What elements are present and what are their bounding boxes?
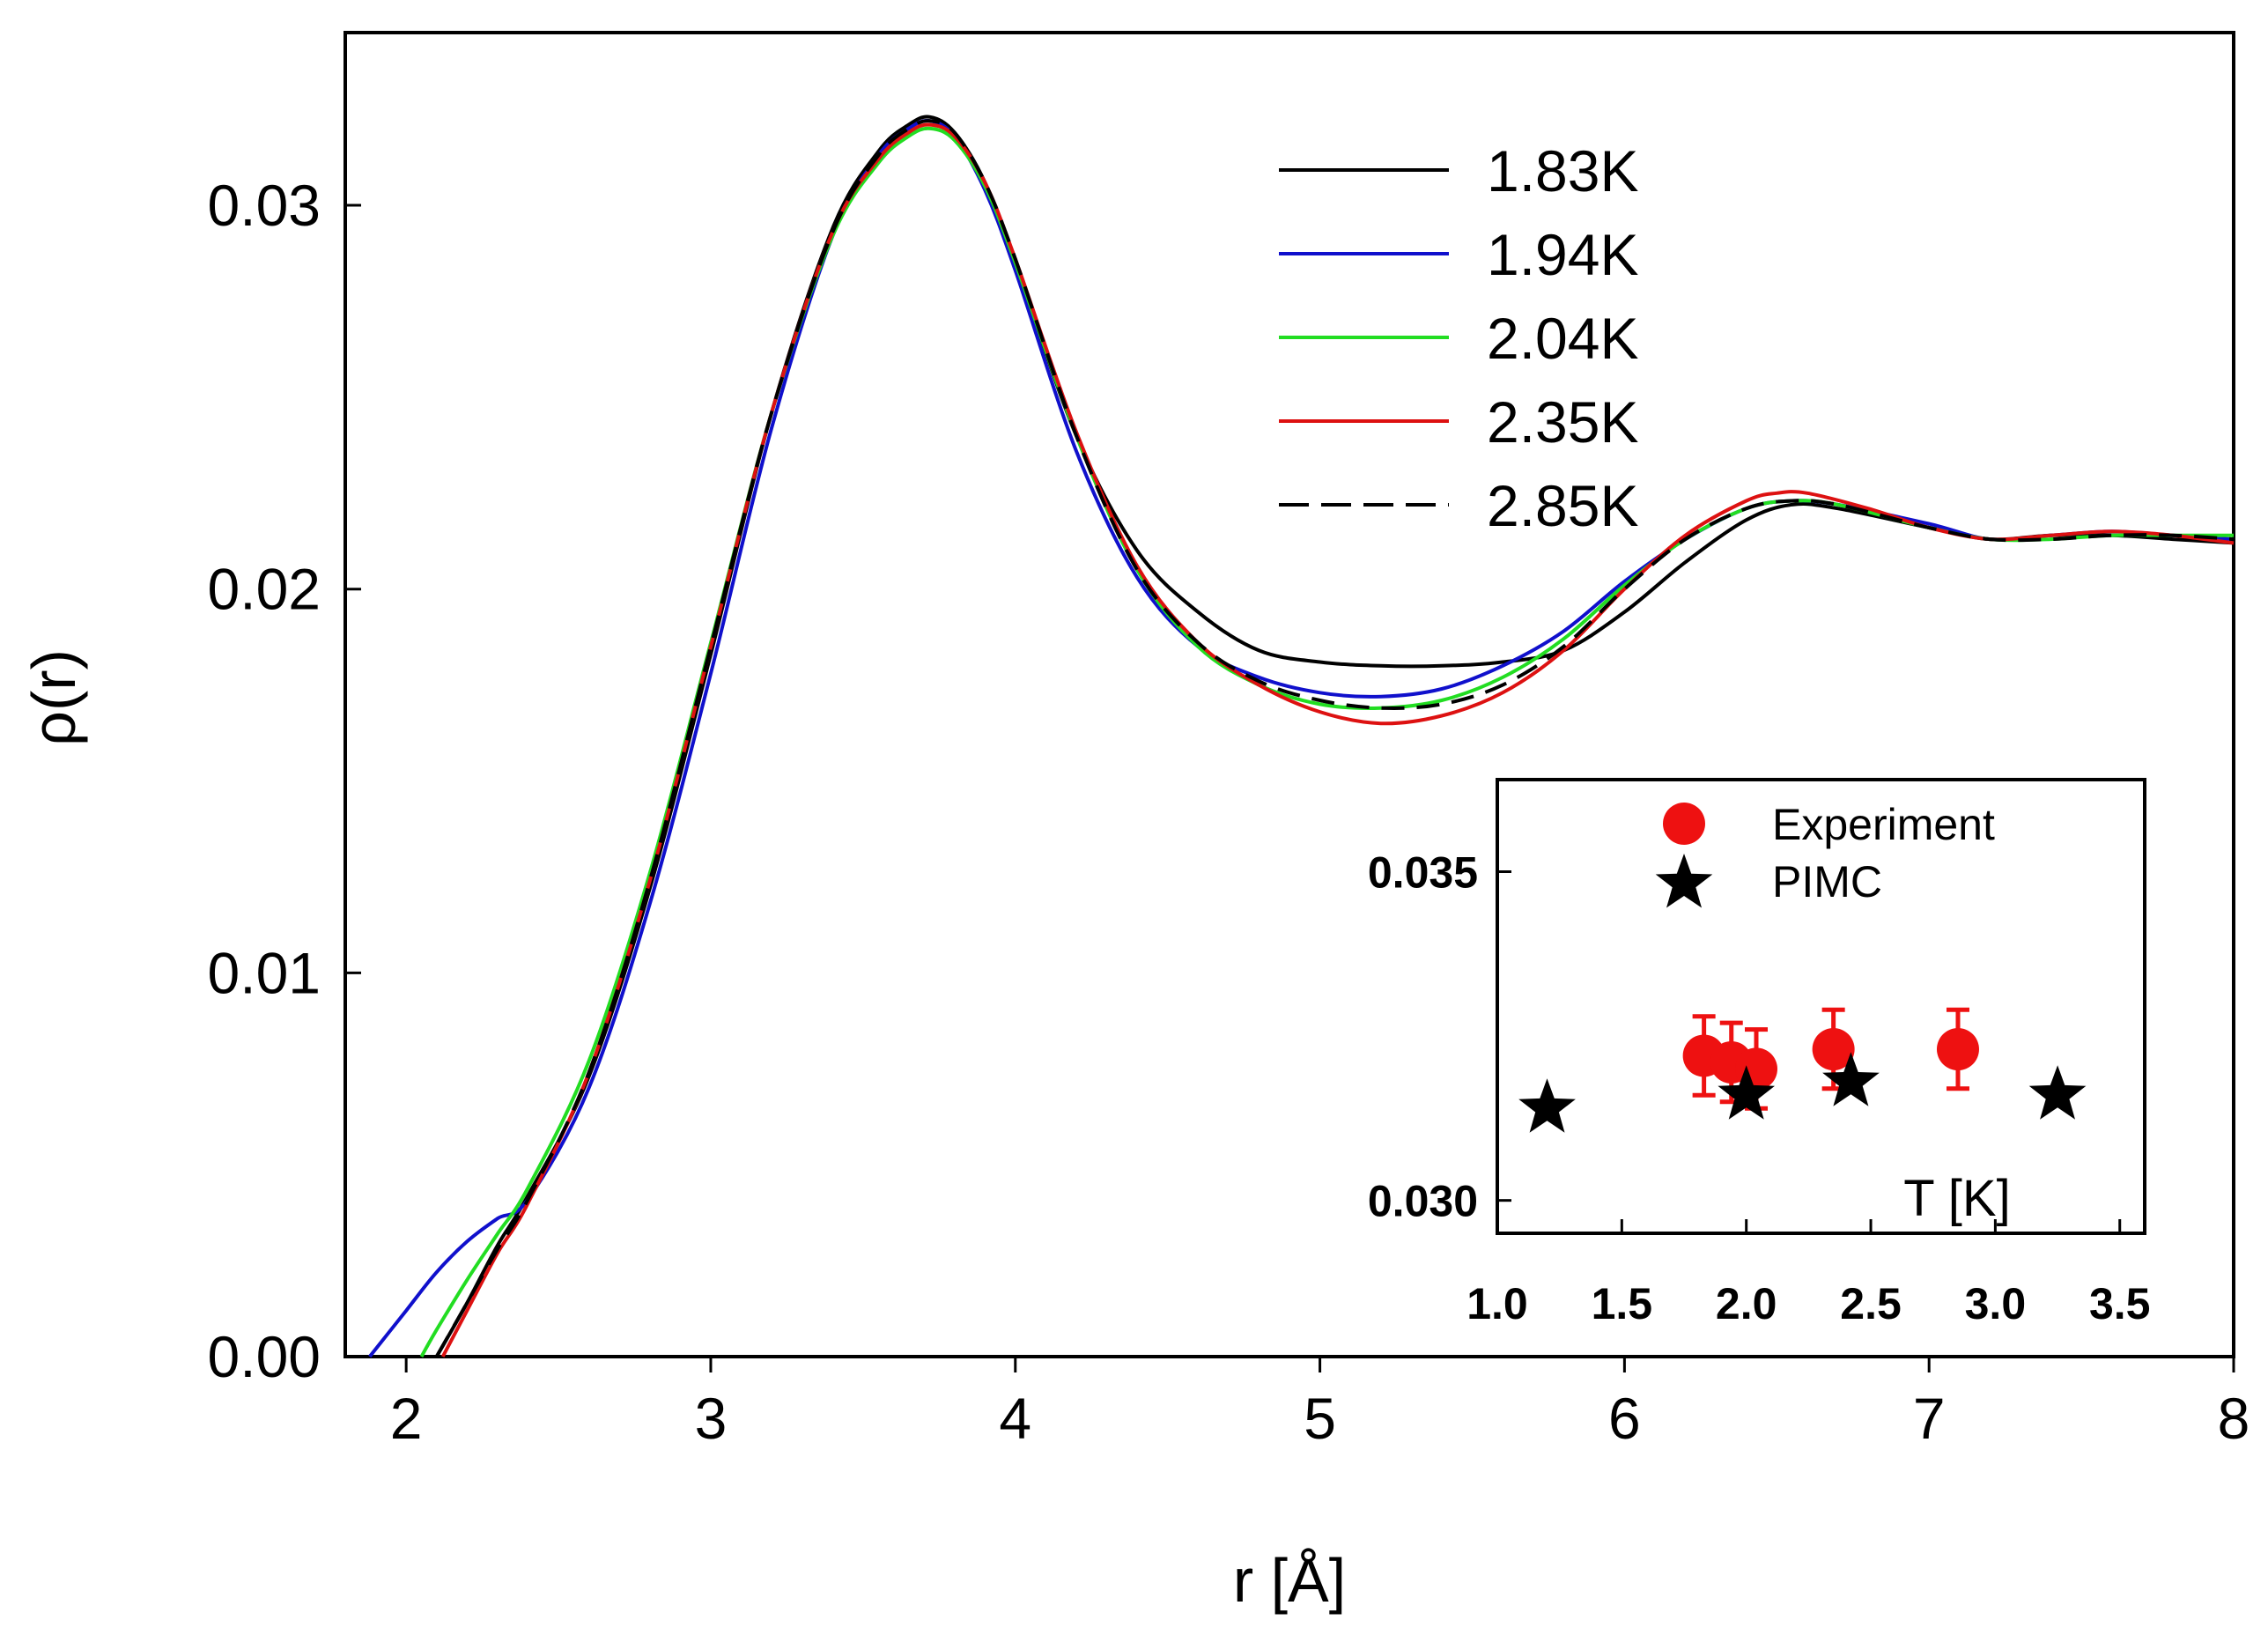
main-y-axis: 0.00 0.01 0.02 0.03 bbox=[208, 173, 361, 1389]
legend-label: 1.83K bbox=[1487, 138, 1638, 203]
main-x-tick-label: 2 bbox=[390, 1386, 423, 1451]
main-x-tick-label: 8 bbox=[2218, 1386, 2250, 1451]
inset-legend-experiment-marker bbox=[1663, 803, 1705, 845]
inset-legend: Experiment PIMC bbox=[1655, 800, 1995, 908]
series-line-2-85k bbox=[434, 119, 2235, 1358]
main-y-tick-label: 0.00 bbox=[208, 1324, 321, 1389]
main-x-tick-label: 6 bbox=[1608, 1386, 1641, 1451]
inset-legend-label: Experiment bbox=[1772, 800, 1995, 849]
legend-label: 2.04K bbox=[1487, 306, 1638, 371]
inset-legend-label: PIMC bbox=[1772, 857, 1882, 906]
pimc-point bbox=[1518, 1078, 1576, 1133]
pimc-point bbox=[2028, 1065, 2087, 1120]
pimc-point bbox=[1822, 1052, 1880, 1106]
inset-y-axis: 0.030 0.035 bbox=[1368, 847, 1511, 1226]
inset-legend-pimc-marker bbox=[1655, 854, 1713, 908]
inset-y-tick-label: 0.035 bbox=[1368, 847, 1478, 897]
pimc-point bbox=[1718, 1065, 1775, 1120]
main-x-tick-label: 5 bbox=[1304, 1386, 1336, 1451]
inset-x-tick-label: 3.0 bbox=[1965, 1279, 2027, 1328]
legend-label: 1.94K bbox=[1487, 222, 1638, 287]
inset-x-tick-label: 1.0 bbox=[1466, 1279, 1528, 1328]
main-x-tick-label: 7 bbox=[1913, 1386, 1946, 1451]
experiment-point bbox=[1812, 1028, 1855, 1071]
main-plot-frame bbox=[344, 31, 2235, 1358]
main-y-tick-label: 0.02 bbox=[208, 557, 321, 622]
series-line-1-83k bbox=[434, 115, 2235, 1358]
inset-background bbox=[1497, 780, 2145, 1233]
main-legend: 1.83K 1.94K 2.04K 2.35K 2.85K bbox=[1279, 138, 1638, 538]
inset-y-tick-label: 0.030 bbox=[1368, 1177, 1478, 1226]
inset-x-tick-label: 2.0 bbox=[1716, 1279, 1777, 1328]
inset-x-tick-label: 3.5 bbox=[2089, 1279, 2151, 1328]
main-y-tick-label: 0.03 bbox=[208, 173, 321, 238]
main-x-axis: 2 3 4 5 6 7 8 bbox=[390, 1357, 2250, 1451]
inset-series-group bbox=[1518, 1007, 2087, 1133]
main-x-tick-label: 3 bbox=[695, 1386, 728, 1451]
main-series-group bbox=[368, 115, 2235, 1358]
experiment-point bbox=[1936, 1028, 1979, 1071]
inset-x-axis: 1.0 1.5 2.0 2.5 3.0 3.5 bbox=[1466, 1219, 2150, 1328]
main-y-tick-label: 0.01 bbox=[208, 940, 321, 1005]
main-x-axis-label: r [Å] bbox=[1233, 1546, 1346, 1615]
inset-x-tick-label: 2.5 bbox=[1840, 1279, 1902, 1328]
legend-label: 2.35K bbox=[1487, 389, 1638, 455]
inset-x-tick-label: 1.5 bbox=[1592, 1279, 1653, 1328]
legend-label: 2.85K bbox=[1487, 473, 1638, 538]
main-x-tick-label: 4 bbox=[999, 1386, 1031, 1451]
inset-x-axis-label: T [K] bbox=[1903, 1170, 2010, 1227]
main-y-axis-label: ρ(r) bbox=[19, 649, 88, 746]
inset-plot-frame bbox=[1496, 778, 2146, 1235]
